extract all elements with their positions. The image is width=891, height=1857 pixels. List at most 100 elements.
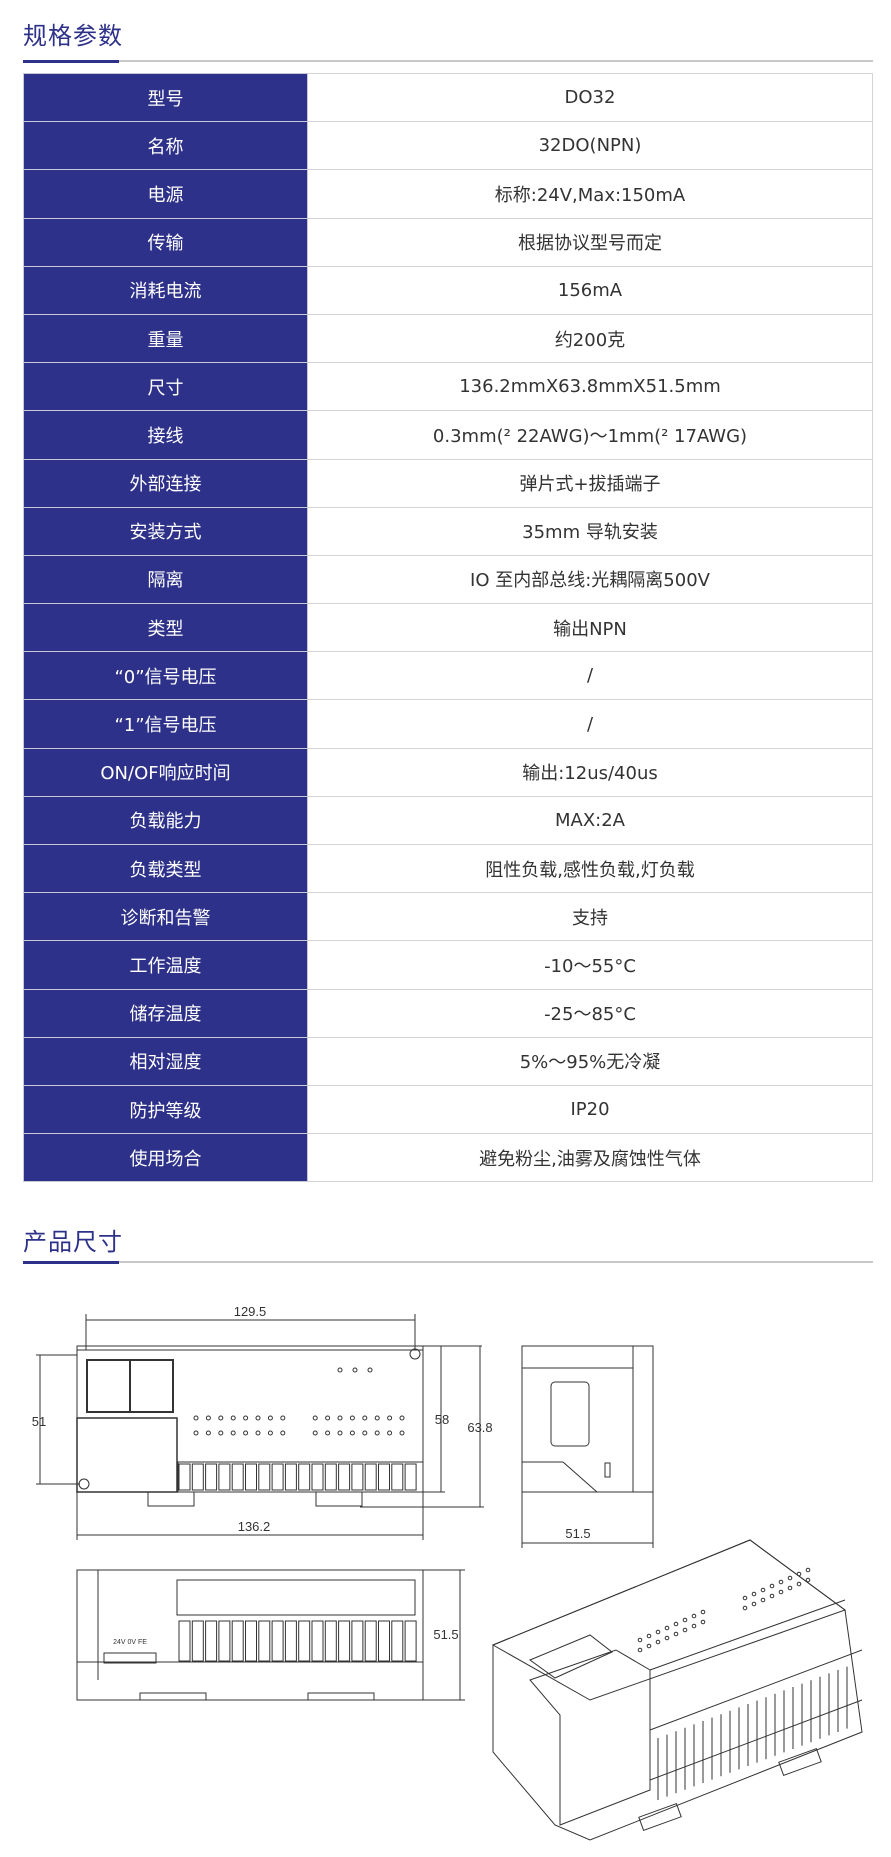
led-indicator bbox=[769, 1583, 775, 1589]
led-indicator bbox=[325, 1415, 331, 1421]
spec-row: 传输 根据协议型号而定 bbox=[23, 217, 873, 267]
led-indicator bbox=[362, 1430, 368, 1436]
spec-value: 标称:24V,Max:150mA bbox=[307, 169, 873, 219]
led-indicator bbox=[374, 1415, 380, 1421]
spec-value: 输出NPN bbox=[307, 603, 873, 653]
dim-label-136-2: 136.2 bbox=[238, 1519, 271, 1534]
spec-value: -25～85°C bbox=[307, 988, 873, 1038]
led-indicator bbox=[374, 1430, 380, 1436]
dim-label-51: 51 bbox=[32, 1414, 46, 1429]
led-indicator bbox=[655, 1629, 661, 1635]
spec-row: ON/OF响应时间 输出:12us/40us bbox=[23, 747, 873, 797]
spec-label: ON/OF响应时间 bbox=[23, 747, 308, 797]
terminal bbox=[391, 1463, 404, 1491]
led-indicator bbox=[193, 1430, 199, 1436]
led-indicator bbox=[805, 1567, 811, 1573]
led-indicator bbox=[646, 1643, 652, 1649]
terminal bbox=[324, 1620, 337, 1662]
dim-label-63-8: 63.8 bbox=[467, 1420, 492, 1435]
led-indicator bbox=[312, 1415, 318, 1421]
led-indicator bbox=[255, 1415, 261, 1421]
terminal bbox=[351, 1463, 364, 1491]
spec-value: 输出:12us/40us bbox=[307, 747, 873, 797]
led-indicator bbox=[637, 1647, 643, 1653]
spec-value: / bbox=[307, 699, 873, 749]
spec-value: 避免粉尘,油雾及腐蚀性气体 bbox=[307, 1133, 873, 1183]
terminal bbox=[391, 1620, 404, 1662]
led-indicator bbox=[325, 1430, 331, 1436]
terminal bbox=[284, 1463, 297, 1491]
spec-row: 负载能力 MAX:2A bbox=[23, 795, 873, 846]
terminal bbox=[338, 1620, 351, 1662]
spec-row: 名称 32DO(NPN) bbox=[23, 121, 873, 171]
spec-label: 使用场合 bbox=[23, 1133, 308, 1183]
spec-row: 工作温度 -10～55°C bbox=[23, 940, 873, 990]
spec-label: “1”信号电压 bbox=[23, 699, 308, 749]
led-indicator bbox=[742, 1595, 748, 1601]
dim-label-58: 58 bbox=[435, 1412, 449, 1427]
led-indicator bbox=[349, 1415, 355, 1421]
led-indicator bbox=[230, 1415, 236, 1421]
spec-label: 诊断和告警 bbox=[23, 892, 308, 942]
spec-label: 储存温度 bbox=[23, 988, 308, 1038]
led-indicator bbox=[352, 1367, 358, 1373]
terminal bbox=[218, 1463, 231, 1491]
led-indicator bbox=[700, 1609, 706, 1615]
spec-value: 0.3mm(² 22AWG)～1mm(² 17AWG) bbox=[307, 410, 873, 460]
led-indicator bbox=[255, 1430, 261, 1436]
terminal bbox=[271, 1463, 284, 1491]
spec-label: 防护等级 bbox=[23, 1084, 308, 1135]
spec-label: 外部连接 bbox=[23, 458, 308, 508]
dim-label-side-51-5: 51.5 bbox=[565, 1526, 590, 1541]
terminal bbox=[311, 1620, 324, 1662]
led-indicator bbox=[637, 1637, 643, 1643]
spec-row: 消耗电流 156mA bbox=[23, 265, 873, 315]
spec-value: IP20 bbox=[307, 1084, 873, 1135]
terminal bbox=[378, 1620, 390, 1662]
spec-row: 电源 标称:24V,Max:150mA bbox=[23, 169, 873, 219]
spec-value: / bbox=[307, 651, 873, 701]
led-indicator bbox=[280, 1430, 286, 1436]
terminal bbox=[178, 1620, 191, 1662]
spec-value: 35mm 导轨安装 bbox=[307, 506, 873, 556]
led-indicator bbox=[805, 1577, 811, 1583]
spec-label: 型号 bbox=[23, 72, 308, 123]
spec-row: 尺寸 136.2mmX63.8mmX51.5mm bbox=[23, 362, 873, 412]
led-indicator bbox=[399, 1430, 405, 1436]
spec-label: 隔离 bbox=[23, 554, 308, 605]
spec-row: 隔离 IO 至内部总线:光耦隔离500V bbox=[23, 554, 873, 605]
spec-label: 相对湿度 bbox=[23, 1036, 308, 1086]
terminal bbox=[191, 1620, 204, 1662]
led-indicator bbox=[387, 1430, 393, 1436]
spec-value: 根据协议型号而定 bbox=[307, 217, 873, 267]
led-indicator bbox=[787, 1575, 793, 1581]
dim-label-129-5: 129.5 bbox=[234, 1304, 267, 1319]
led-indicator bbox=[646, 1633, 652, 1639]
spec-label: 电源 bbox=[23, 169, 308, 219]
terminal bbox=[231, 1620, 244, 1662]
led-indicator bbox=[778, 1579, 784, 1585]
led-indicator bbox=[218, 1415, 224, 1421]
led-indicator bbox=[751, 1601, 757, 1607]
terminal bbox=[298, 1620, 311, 1662]
terminal bbox=[178, 1463, 191, 1491]
spec-value: 支持 bbox=[307, 892, 873, 942]
dimension-drawings: 129.5 136.2 51 58 63.8 51.5 51.5 24V 0V … bbox=[32, 1304, 863, 1841]
led-indicator bbox=[778, 1589, 784, 1595]
isometric-view-drawing bbox=[491, 1539, 863, 1841]
spec-row: 诊断和告警 支持 bbox=[23, 892, 873, 942]
led-indicator bbox=[267, 1430, 273, 1436]
led-indicator bbox=[691, 1623, 697, 1629]
dim-label-bottom-51-5: 51.5 bbox=[433, 1627, 458, 1642]
terminal bbox=[364, 1620, 377, 1662]
led-indicator bbox=[205, 1430, 211, 1436]
terminal bbox=[378, 1463, 390, 1491]
dimension-section-divider bbox=[23, 1260, 873, 1264]
led-indicator bbox=[700, 1619, 706, 1625]
spec-label: 工作温度 bbox=[23, 940, 308, 990]
spec-value: 5%～95%无冷凝 bbox=[307, 1036, 873, 1086]
terminal bbox=[404, 1620, 417, 1662]
terminal bbox=[205, 1463, 218, 1491]
bottom-view-drawing: 51.5 24V 0V FE bbox=[76, 1569, 465, 1701]
led-indicator bbox=[769, 1593, 775, 1599]
